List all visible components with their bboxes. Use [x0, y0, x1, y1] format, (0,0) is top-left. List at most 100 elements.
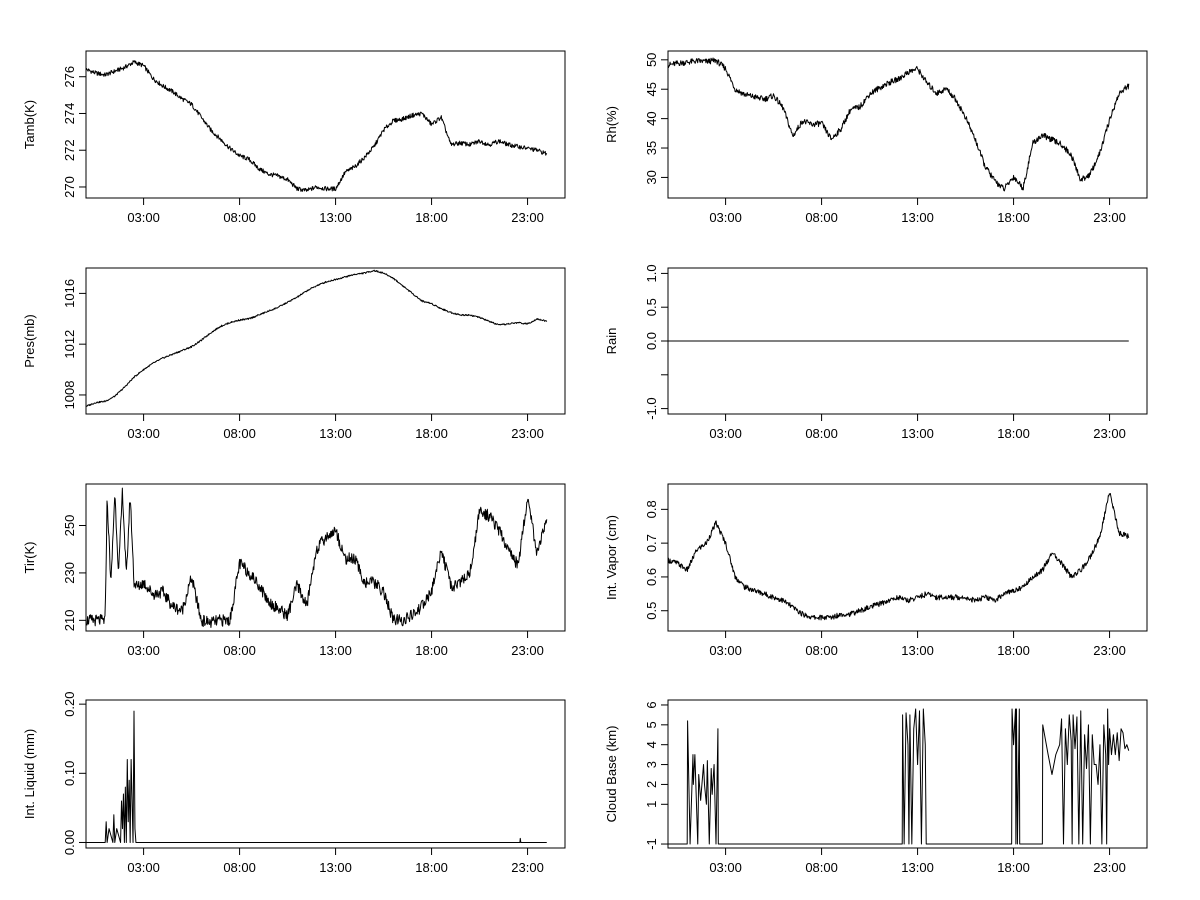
y-tick-label: 30 — [644, 170, 659, 184]
panel-7: 03:00 08:00 13:00 18:00 23:00 -1 1 2 3 4 5 6 Cloud B… — [604, 699, 1148, 875]
x-tick-label: 03:00 — [709, 643, 742, 658]
y-tick-label: 6 — [644, 701, 659, 708]
y-tick-label: 276 — [62, 66, 77, 88]
series-line — [85, 60, 548, 192]
y-tick-label: 0.5 — [644, 298, 659, 316]
y-tick-label: 5 — [644, 721, 659, 728]
y-tick-label: 0.8 — [644, 500, 659, 518]
x-tick-label: 03:00 — [709, 860, 742, 875]
x-tick-label: 18:00 — [997, 860, 1030, 875]
panel-5: 03:00 08:00 13:00 18:00 23:00 0.5 0.6 0.7 0.8 Int… — [604, 483, 1148, 658]
y-tick-label: 210 — [62, 609, 77, 631]
y-tick-label: 1012 — [62, 330, 77, 359]
x-tick-label: 13:00 — [901, 643, 934, 658]
y-tick-label: 1.0 — [644, 264, 659, 282]
x-tick-label: 23:00 — [1093, 210, 1126, 225]
y-tick-label: 0.5 — [644, 602, 659, 620]
y-tick-label: 270 — [62, 176, 77, 198]
y-tick-label: 1008 — [62, 380, 77, 409]
x-tick-label: 08:00 — [805, 426, 838, 441]
y-axis-label: Tir(K) — [22, 541, 37, 573]
y-tick-label: 1016 — [62, 279, 77, 308]
y-tick-label: 2 — [644, 781, 659, 788]
x-tick-label: 23:00 — [1093, 860, 1126, 875]
x-tick-label: 13:00 — [319, 210, 352, 225]
x-tick-label: 03:00 — [127, 426, 160, 441]
x-tick-label: 13:00 — [319, 643, 352, 658]
plot-frame — [85, 483, 566, 632]
x-tick-label: 08:00 — [223, 426, 256, 441]
x-tick-label: 13:00 — [319, 860, 352, 875]
x-tick-label: 13:00 — [901, 860, 934, 875]
series-line — [667, 57, 1130, 192]
x-tick-label: 03:00 — [709, 426, 742, 441]
x-tick-label: 08:00 — [805, 860, 838, 875]
y-tick-label: 0.6 — [644, 568, 659, 586]
y-tick-label: 3 — [644, 761, 659, 768]
plot-frame — [85, 699, 566, 849]
y-tick-label: 250 — [62, 515, 77, 537]
x-tick-label: 23:00 — [511, 643, 544, 658]
x-tick-label: 18:00 — [415, 643, 448, 658]
x-tick-label: 08:00 — [223, 643, 256, 658]
x-tick-label: 23:00 — [511, 860, 544, 875]
y-tick-label: 230 — [62, 562, 77, 584]
x-tick-label: 23:00 — [511, 210, 544, 225]
x-tick-label: 18:00 — [997, 426, 1030, 441]
x-tick-label: 03:00 — [127, 643, 160, 658]
y-tick-label: 274 — [62, 103, 77, 125]
y-tick-label: 4 — [644, 741, 659, 748]
plot-frame — [85, 267, 566, 415]
series-line — [86, 710, 547, 843]
plot-frame — [667, 699, 1148, 849]
x-tick-label: 03:00 — [709, 210, 742, 225]
x-tick-label: 18:00 — [415, 860, 448, 875]
plot-frame — [85, 50, 566, 199]
y-axis-label: Int. Liquid (mm) — [22, 729, 37, 819]
series-line — [667, 492, 1130, 621]
x-tick-label: 08:00 — [805, 643, 838, 658]
x-tick-label: 13:00 — [901, 426, 934, 441]
x-tick-label: 23:00 — [1093, 643, 1126, 658]
y-tick-label: 1 — [644, 801, 659, 808]
series-line — [668, 708, 1130, 845]
x-tick-label: 08:00 — [223, 860, 256, 875]
y-tick-label: 50 — [644, 53, 659, 67]
y-tick-label: 272 — [62, 139, 77, 161]
plot-frame — [667, 50, 1148, 199]
y-tick-label: 0.00 — [62, 830, 77, 855]
x-tick-label: 18:00 — [415, 426, 448, 441]
y-axis-label: Pres(mb) — [22, 314, 37, 367]
y-axis-label: Cloud Base (km) — [604, 726, 619, 823]
panel-0: 03:00 08:00 13:00 18:00 23:00 270 272 274 276 Tam… — [22, 50, 566, 225]
panel-1: 03:00 08:00 13:00 18:00 23:00 30 35 40 45 50 Rh(%) — [604, 50, 1148, 225]
series-line — [85, 487, 548, 628]
panel-3: 03:00 08:00 13:00 18:00 23:00 -1.0 0.0 0.5 1.0 Ra… — [604, 264, 1148, 441]
x-tick-label: 13:00 — [901, 210, 934, 225]
panel-2: 03:00 08:00 13:00 18:00 23:00 1008 1012 1016 Pre… — [22, 267, 566, 441]
series-line — [85, 269, 548, 408]
y-axis-label: Rain — [604, 328, 619, 355]
x-tick-label: 03:00 — [127, 210, 160, 225]
y-tick-label: 0.0 — [644, 332, 659, 350]
y-tick-label: 40 — [644, 111, 659, 125]
y-tick-label: 0.7 — [644, 534, 659, 552]
x-tick-label: 03:00 — [127, 860, 160, 875]
y-tick-label: 45 — [644, 82, 659, 96]
y-tick-label: -1.0 — [644, 397, 659, 419]
y-axis-label: Tamb(K) — [22, 100, 37, 149]
panel-6: 03:00 08:00 13:00 18:00 23:00 0.00 0.10 0.20 Int… — [22, 691, 566, 875]
y-tick-label: 0.20 — [62, 691, 77, 716]
y-tick-label: -1 — [644, 838, 659, 850]
x-tick-label: 13:00 — [319, 426, 352, 441]
y-axis-label: Rh(%) — [604, 106, 619, 143]
x-tick-label: 18:00 — [997, 210, 1030, 225]
x-tick-label: 08:00 — [805, 210, 838, 225]
y-tick-label: 35 — [644, 141, 659, 155]
x-tick-label: 23:00 — [1093, 426, 1126, 441]
x-tick-label: 18:00 — [997, 643, 1030, 658]
x-tick-label: 18:00 — [415, 210, 448, 225]
panel-4: 03:00 08:00 13:00 18:00 23:00 210 230 250 Tir(K) — [22, 483, 566, 658]
x-tick-label: 08:00 — [223, 210, 256, 225]
